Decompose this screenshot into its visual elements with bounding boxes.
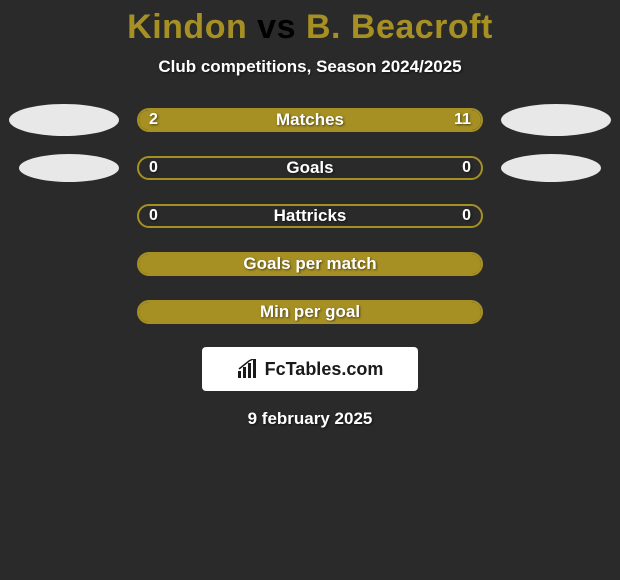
- stat-row: 0Goals0: [0, 155, 620, 181]
- stat-bar: 2Matches11: [137, 108, 483, 132]
- player1-name: Kindon: [127, 8, 247, 46]
- player2-name: B. Beacroft: [306, 8, 493, 46]
- player1-logo-placeholder: [9, 104, 119, 136]
- stats-container: 2Matches110Goals00Hattricks0Goals per ma…: [0, 107, 620, 325]
- watermark-badge: FcTables.com: [202, 347, 418, 391]
- comparison-title: Kindon vs B. Beacroft: [0, 0, 620, 47]
- stat-bar: 0Hattricks0: [137, 204, 483, 228]
- stat-label: Min per goal: [139, 302, 481, 322]
- stat-value-right: 0: [462, 207, 471, 225]
- stat-value-right: 0: [462, 159, 471, 177]
- vs-separator: vs: [247, 8, 306, 46]
- stat-row: Min per goal: [0, 299, 620, 325]
- stat-row: 2Matches11: [0, 107, 620, 133]
- stat-label: Goals per match: [139, 254, 481, 274]
- stat-bar: 0Goals0: [137, 156, 483, 180]
- stat-bar: Min per goal: [137, 300, 483, 324]
- stat-value-right: 11: [454, 111, 471, 129]
- stat-label: Hattricks: [139, 206, 481, 226]
- snapshot-date: 9 february 2025: [0, 409, 620, 429]
- stat-bar: Goals per match: [137, 252, 483, 276]
- watermark-text: FcTables.com: [265, 359, 384, 380]
- player1-logo-placeholder: [19, 154, 119, 182]
- player2-logo-placeholder: [501, 104, 611, 136]
- competition-subtitle: Club competitions, Season 2024/2025: [0, 57, 620, 77]
- chart-icon: [237, 359, 259, 379]
- player2-logo-placeholder: [501, 154, 601, 182]
- stat-row: Goals per match: [0, 251, 620, 277]
- stat-row: 0Hattricks0: [0, 203, 620, 229]
- stat-label: Goals: [139, 158, 481, 178]
- stat-label: Matches: [139, 110, 481, 130]
